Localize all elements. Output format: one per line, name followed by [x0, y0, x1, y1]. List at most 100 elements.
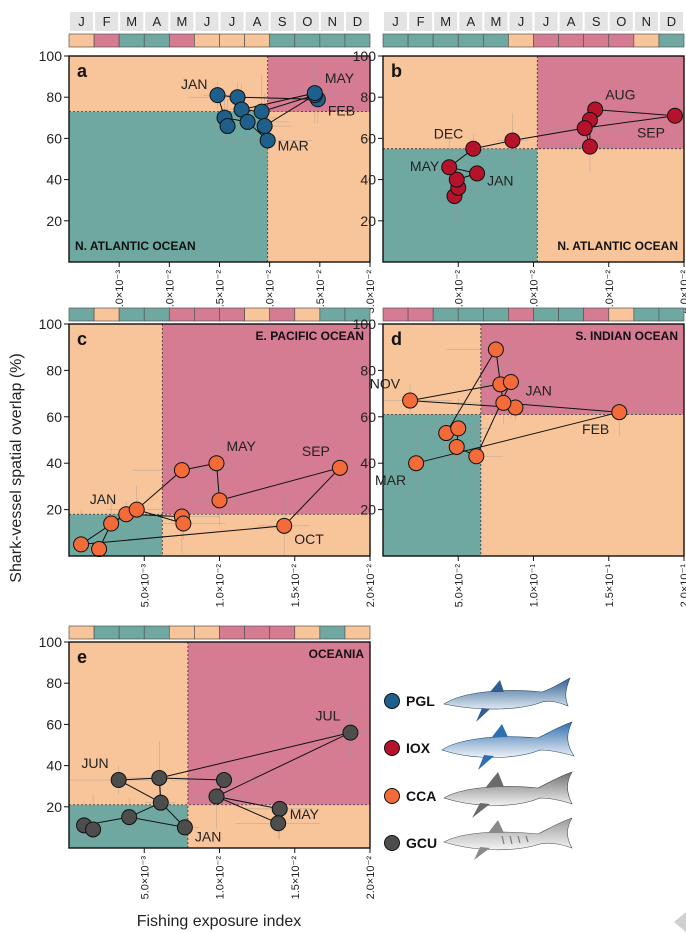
- month-risk-cell: [93, 33, 120, 48]
- x-tick-label: 1.0×10⁻²: [453, 270, 465, 314]
- month-risk-cell: [244, 307, 271, 322]
- month-risk-cell: [194, 307, 220, 322]
- legend-item-pgl: PGL: [384, 677, 571, 722]
- legend-label-gcu: GCU: [406, 835, 437, 851]
- month-risk-cell: [344, 625, 371, 640]
- panel-letter: c: [77, 329, 87, 349]
- month-risk-cell: [583, 33, 610, 48]
- month-risk-cell: [269, 307, 296, 322]
- month-header-cell: [195, 12, 219, 31]
- x-tick-label: 3.0×10⁻²: [365, 270, 377, 314]
- data-point-oct: [468, 448, 485, 465]
- x-tick-label: 1.0×10⁻²: [215, 564, 227, 608]
- month-risk-cell: [608, 33, 635, 48]
- month-risk-cell: [219, 33, 245, 48]
- data-point-aug: [502, 374, 519, 390]
- x-tick-label: 1.5×10⁻²: [215, 270, 227, 314]
- data-point-sep: [495, 394, 512, 411]
- month-header-letter: A: [466, 14, 475, 29]
- month-risk-cell: [482, 33, 509, 48]
- data-point-mar: [85, 821, 102, 838]
- month-risk-cell: [344, 307, 371, 322]
- legend-item-iox: IOX: [384, 721, 575, 770]
- month-header-letter: D: [353, 14, 362, 29]
- data-point-aug: [151, 769, 168, 786]
- month-header-cell: [659, 12, 683, 31]
- x-tick-label: 1.0×10⁻²: [164, 270, 176, 314]
- x-tick-label: 5.0×10⁻²: [453, 564, 465, 608]
- y-tick-label: 20: [46, 213, 62, 229]
- quadrant-high-low: [537, 148, 684, 262]
- month-label: FEB: [582, 421, 609, 437]
- month-risk-cell: [319, 33, 346, 48]
- month-header-letter: J: [204, 14, 211, 29]
- y-tick-label: 40: [46, 172, 62, 188]
- data-point-jun: [487, 341, 504, 358]
- month-label: SEP: [637, 125, 665, 141]
- month-label: JAN: [525, 383, 551, 399]
- month-header-cell: [509, 12, 533, 31]
- month-risk-cell: [118, 307, 145, 322]
- month-label: MAY: [290, 806, 320, 822]
- month-risk-cell: [508, 33, 534, 48]
- month-risk-cell: [68, 307, 95, 322]
- month-label: FEB: [328, 102, 355, 118]
- month-header-letter: A: [567, 14, 576, 29]
- month-risk-cell: [143, 625, 170, 640]
- corner-arrow-icon: [674, 912, 686, 932]
- month-header-cell: [270, 12, 294, 31]
- month-header-letter: M: [490, 14, 501, 29]
- month-risk-cell: [68, 625, 95, 640]
- quadrant-high-low: [162, 514, 370, 556]
- grey-shark-icon: [443, 771, 573, 818]
- data-point-dec: [504, 132, 521, 149]
- month-header-cell: [220, 12, 244, 31]
- x-tick-label: 2.0×10⁻²: [265, 270, 277, 314]
- region-label: N. ATLANTIC OCEAN: [75, 239, 196, 253]
- legend-label-cca: CCA: [406, 788, 436, 804]
- trajectory-line: [82, 732, 351, 830]
- month-header-letter: A: [152, 14, 161, 29]
- quadrant-high-high: [187, 642, 370, 805]
- legend-item-cca: CCA: [384, 771, 573, 818]
- month-risk-cell: [294, 307, 321, 322]
- y-tick-label: 80: [360, 362, 376, 378]
- month-risk-cell: [658, 33, 685, 48]
- data-point-nov: [576, 120, 593, 137]
- month-header-cell: [584, 12, 608, 31]
- month-label: JAN: [195, 828, 221, 844]
- panel-e: JUL JUN MAY JAN e OCEANIA 20 40 60 80 100 5.0×10⁻³ 1…: [39, 625, 377, 900]
- y-tick-label: 100: [39, 48, 63, 64]
- data-point-nov: [402, 392, 419, 409]
- data-point-jun: [465, 140, 482, 157]
- quadrant-low-high: [69, 324, 163, 515]
- month-header-cell: [484, 12, 508, 31]
- data-point-jun: [173, 462, 190, 479]
- y-tick-label: 40: [46, 758, 62, 774]
- x-tick-label: 5.0×10⁻³: [139, 856, 151, 900]
- month-risk-cell: [68, 33, 95, 48]
- y-tick-label: 100: [353, 48, 377, 64]
- quadrant-high-high: [162, 324, 370, 515]
- y-tick-label: 20: [360, 213, 376, 229]
- data-point-jan: [209, 87, 226, 104]
- month-header-letter: J: [78, 14, 85, 29]
- data-point-sep: [216, 772, 233, 789]
- month-header-letter: M: [176, 14, 187, 29]
- x-tick-label: 4.0×10⁻²: [679, 270, 686, 314]
- quadrant-low-low: [383, 414, 481, 556]
- y-tick-label: 100: [39, 316, 63, 332]
- data-point-dec: [219, 118, 236, 135]
- panel-letter: b: [391, 61, 402, 81]
- data-point-jul: [342, 724, 359, 741]
- month-header-letter: A: [253, 14, 262, 29]
- month-label: MAR: [278, 137, 309, 153]
- month-header-letter: F: [417, 14, 425, 29]
- month-risk-cell: [533, 307, 559, 322]
- blue-shark-icon: [443, 677, 571, 722]
- month-risk-cell: [93, 625, 120, 640]
- data-point-dec: [448, 438, 465, 455]
- data-point-dec: [103, 515, 120, 532]
